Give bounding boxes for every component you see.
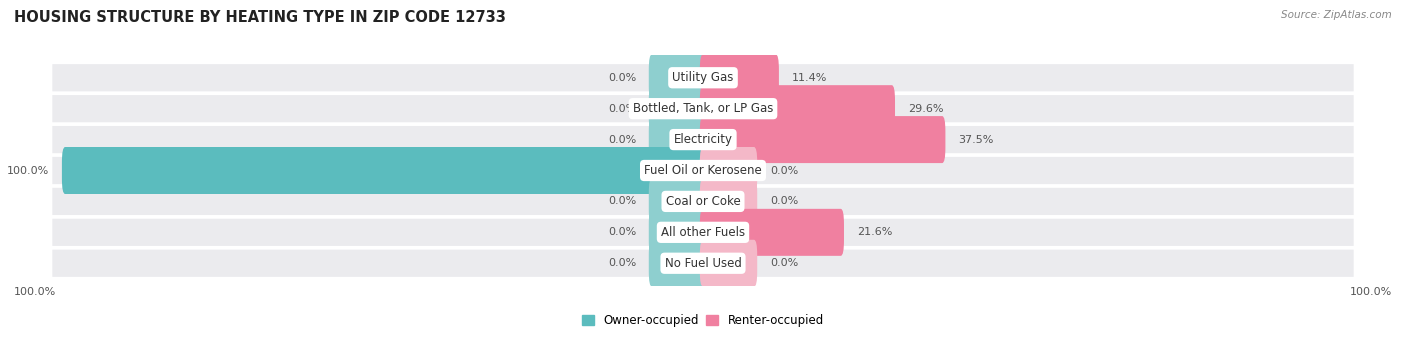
- Text: No Fuel Used: No Fuel Used: [665, 257, 741, 270]
- FancyBboxPatch shape: [648, 240, 706, 287]
- FancyBboxPatch shape: [52, 64, 1354, 91]
- Text: 37.5%: 37.5%: [957, 135, 994, 145]
- FancyBboxPatch shape: [700, 240, 758, 287]
- FancyBboxPatch shape: [52, 126, 1354, 153]
- FancyBboxPatch shape: [52, 157, 1354, 184]
- FancyBboxPatch shape: [700, 85, 896, 132]
- FancyBboxPatch shape: [62, 147, 706, 194]
- Text: Source: ZipAtlas.com: Source: ZipAtlas.com: [1281, 10, 1392, 20]
- Text: 0.0%: 0.0%: [607, 104, 636, 114]
- Text: 21.6%: 21.6%: [856, 227, 893, 237]
- FancyBboxPatch shape: [700, 54, 779, 101]
- Text: 100.0%: 100.0%: [7, 165, 49, 176]
- Text: Bottled, Tank, or LP Gas: Bottled, Tank, or LP Gas: [633, 102, 773, 115]
- FancyBboxPatch shape: [52, 188, 1354, 215]
- Text: 0.0%: 0.0%: [607, 258, 636, 268]
- Text: Electricity: Electricity: [673, 133, 733, 146]
- FancyBboxPatch shape: [648, 178, 706, 225]
- FancyBboxPatch shape: [648, 85, 706, 132]
- Text: All other Fuels: All other Fuels: [661, 226, 745, 239]
- FancyBboxPatch shape: [52, 219, 1354, 246]
- Text: 0.0%: 0.0%: [770, 165, 799, 176]
- Text: Fuel Oil or Kerosene: Fuel Oil or Kerosene: [644, 164, 762, 177]
- Text: 0.0%: 0.0%: [607, 227, 636, 237]
- FancyBboxPatch shape: [700, 147, 758, 194]
- Text: 29.6%: 29.6%: [908, 104, 943, 114]
- Legend: Owner-occupied, Renter-occupied: Owner-occupied, Renter-occupied: [578, 309, 828, 331]
- FancyBboxPatch shape: [700, 178, 758, 225]
- FancyBboxPatch shape: [52, 95, 1354, 122]
- Text: 0.0%: 0.0%: [770, 258, 799, 268]
- Text: 0.0%: 0.0%: [607, 196, 636, 206]
- FancyBboxPatch shape: [648, 116, 706, 163]
- Text: 100.0%: 100.0%: [1350, 287, 1392, 297]
- FancyBboxPatch shape: [700, 209, 844, 256]
- Text: Utility Gas: Utility Gas: [672, 71, 734, 84]
- Text: Coal or Coke: Coal or Coke: [665, 195, 741, 208]
- FancyBboxPatch shape: [648, 54, 706, 101]
- Text: 100.0%: 100.0%: [14, 287, 56, 297]
- Text: 0.0%: 0.0%: [770, 196, 799, 206]
- Text: 0.0%: 0.0%: [607, 73, 636, 83]
- Text: HOUSING STRUCTURE BY HEATING TYPE IN ZIP CODE 12733: HOUSING STRUCTURE BY HEATING TYPE IN ZIP…: [14, 10, 506, 25]
- FancyBboxPatch shape: [700, 116, 945, 163]
- FancyBboxPatch shape: [648, 209, 706, 256]
- FancyBboxPatch shape: [52, 250, 1354, 277]
- Text: 0.0%: 0.0%: [607, 135, 636, 145]
- Text: 11.4%: 11.4%: [792, 73, 827, 83]
